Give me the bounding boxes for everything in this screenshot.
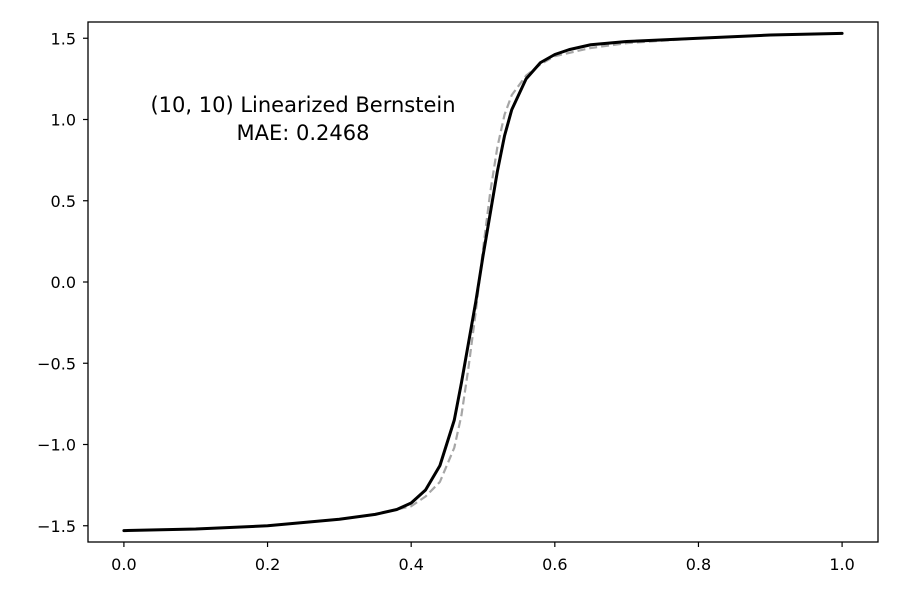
plot-content [122, 31, 844, 533]
x-tick-label: 0.4 [398, 555, 423, 574]
y-tick-label: −1.0 [37, 436, 76, 455]
annotation-title: (10, 10) Linearized Bernstein [150, 93, 455, 117]
plot-frame [87, 21, 879, 543]
y-tick-label: 0.0 [51, 273, 76, 292]
x-tick-label: 0.0 [111, 555, 136, 574]
y-tick-label: 1.5 [51, 29, 76, 48]
x-axis-ticks: 0.0 0.2 0.4 0.6 0.8 1.0 [111, 542, 855, 574]
annotation-mae: MAE: 0.2468 [237, 121, 370, 145]
x-tick-label: 0.6 [542, 555, 567, 574]
series-line-solid [122, 31, 844, 533]
y-axis-ticks: −1.5 −1.0 −0.5 0.0 0.5 1.0 1.5 [37, 29, 88, 536]
y-tick-label: 1.0 [51, 111, 76, 130]
y-tick-label: 0.5 [51, 192, 76, 211]
x-tick-label: 0.2 [255, 555, 280, 574]
y-tick-label: −1.5 [37, 517, 76, 536]
x-tick-label: 0.8 [686, 555, 711, 574]
x-tick-label: 1.0 [829, 555, 854, 574]
y-tick-label: −0.5 [37, 354, 76, 373]
